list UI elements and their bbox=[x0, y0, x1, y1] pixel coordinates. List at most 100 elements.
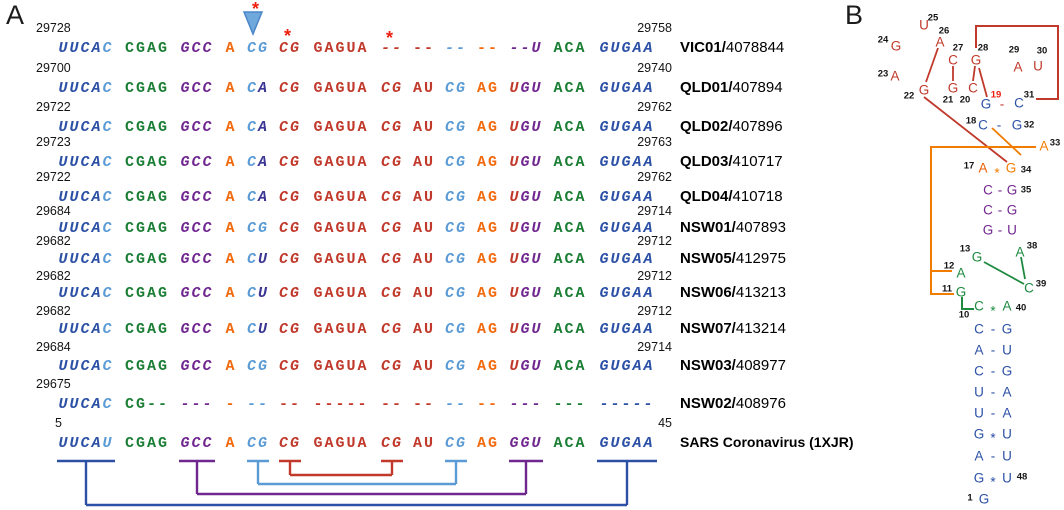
nucleotide-base: U bbox=[974, 406, 984, 421]
sequence-segment: GAGUA bbox=[313, 119, 369, 136]
nucleotide-base: G bbox=[1007, 183, 1018, 198]
sequence-segment: AU bbox=[412, 80, 435, 97]
sequence-segment: UUCAC bbox=[58, 285, 114, 302]
sequence-segment: A bbox=[225, 40, 237, 57]
sequence-segment: UUCAC bbox=[58, 80, 114, 97]
nucleotide-base: G bbox=[1007, 203, 1018, 218]
nucleotide-base: A bbox=[935, 35, 944, 50]
nucleotide-base: - bbox=[998, 223, 1003, 238]
sequence-segment: -- bbox=[412, 396, 435, 413]
nucleotide-base: A bbox=[1002, 385, 1011, 400]
nucleotide-base: G bbox=[1002, 322, 1013, 337]
sequence-segment: -- bbox=[380, 40, 403, 57]
sequence-segment: AG bbox=[476, 80, 499, 97]
row-end-coordinate: 29712 bbox=[637, 234, 672, 248]
sequence-segment: ACA bbox=[553, 358, 587, 375]
sequence-segment: CU bbox=[246, 321, 270, 338]
row-end-coordinate: 29762 bbox=[637, 170, 672, 184]
nucleotide-base: U bbox=[1002, 471, 1012, 486]
nucleotide-base: - bbox=[991, 385, 996, 400]
row-start-coordinate: 29700 bbox=[36, 61, 71, 75]
nucleotide-base: U bbox=[919, 18, 929, 33]
structure-interaction-line bbox=[978, 67, 988, 98]
sequence-segment: CU bbox=[246, 251, 270, 268]
sequence-segment: -- bbox=[444, 396, 467, 413]
sequence-segment: GCC bbox=[180, 119, 214, 136]
sequence-label: NSW01/407893 bbox=[680, 219, 786, 236]
structure-interaction-line bbox=[923, 96, 1008, 163]
sequence-segment: GUGAA bbox=[599, 189, 655, 206]
sequence-segment: CA bbox=[246, 154, 270, 171]
nucleotide-position-label: 12 bbox=[944, 261, 955, 272]
nucleotide-base: C bbox=[974, 364, 984, 379]
nucleotide-position-label: 18 bbox=[966, 116, 977, 127]
sequence-segment: A bbox=[225, 220, 237, 237]
sequence-segment: GUGAA bbox=[599, 40, 655, 57]
sequence-segment: GUGAA bbox=[599, 119, 655, 136]
sequence-segment: ACA bbox=[553, 321, 587, 338]
nucleotide-position-label: 1 bbox=[967, 493, 973, 504]
sequence-segment: ACA bbox=[553, 220, 587, 237]
sequence-segment: GAGUA bbox=[313, 189, 369, 206]
nucleotide-base: G bbox=[983, 223, 994, 238]
nucleotide-base: - bbox=[991, 364, 996, 379]
sequence-segment: CGAG bbox=[124, 358, 169, 375]
mutation-asterisk: * bbox=[386, 28, 394, 48]
nucleotide-position-label: 31 bbox=[1024, 90, 1035, 101]
sequence-segment: CG bbox=[278, 285, 301, 302]
sequence-segment: AU bbox=[412, 251, 435, 268]
row-end-coordinate: 29758 bbox=[637, 21, 672, 35]
sequence-segment: GUGAA bbox=[599, 251, 655, 268]
sequence-segment: GCC bbox=[180, 220, 214, 237]
sequence-segment: GAGUA bbox=[313, 321, 369, 338]
nucleotide-base: * bbox=[990, 304, 996, 319]
nucleotide-base: A bbox=[956, 266, 965, 281]
nucleotide-position-label: 17 bbox=[964, 161, 975, 172]
nucleotide-base: U bbox=[1002, 343, 1012, 358]
sequence-segment: GCC bbox=[180, 251, 214, 268]
sequence-segment: CG bbox=[380, 435, 403, 452]
nucleotide-base: C bbox=[974, 299, 984, 314]
nucleotide-base: - bbox=[991, 322, 996, 337]
sequence-segment: GCC bbox=[180, 189, 214, 206]
sequence-segment: CGAG bbox=[124, 189, 169, 206]
sequence-segment: CA bbox=[246, 119, 270, 136]
sequence-segment: CG bbox=[444, 154, 467, 171]
nucleotide-base: A bbox=[974, 449, 983, 464]
sequence-segment: CG-- bbox=[124, 396, 169, 413]
sequence-segment: AU bbox=[412, 358, 435, 375]
sequence-segment: GUGAA bbox=[599, 220, 655, 237]
sequence-segment: CG bbox=[380, 321, 403, 338]
sequence-segment: AG bbox=[476, 285, 499, 302]
nucleotide-base: C bbox=[974, 322, 984, 337]
sequence-segment: GAGUA bbox=[313, 358, 369, 375]
nucleotide-base: C bbox=[1014, 96, 1024, 111]
row-start-coordinate: 5 bbox=[55, 416, 62, 430]
sequence-segment: UUCAC bbox=[58, 358, 114, 375]
nucleotide-position-label: 40 bbox=[1016, 303, 1027, 314]
sequence-segment: --- bbox=[509, 396, 543, 413]
sequence-segment: AG bbox=[476, 435, 499, 452]
sequence-segment: GUGAA bbox=[599, 154, 655, 171]
sequence-segment: GCC bbox=[180, 40, 214, 57]
sequence-segment: --U bbox=[509, 40, 543, 57]
sequence-segment: CG bbox=[278, 154, 301, 171]
sequence-segment: ACA bbox=[553, 80, 587, 97]
nucleotide-position-label: 38 bbox=[1027, 241, 1038, 252]
sequence-segment: ACA bbox=[553, 189, 587, 206]
nucleotide-base: C bbox=[948, 53, 958, 68]
sequence-label: QLD04/410718 bbox=[680, 188, 783, 205]
row-start-coordinate: 29684 bbox=[36, 204, 71, 218]
sequence-segment: A bbox=[225, 189, 237, 206]
sequence-segment: UUCAC bbox=[58, 251, 114, 268]
sequence-label: QLD03/410717 bbox=[680, 153, 783, 170]
sequence-segment: --- bbox=[553, 396, 587, 413]
sequence-segment: CG bbox=[278, 189, 301, 206]
sequence-segment: CG bbox=[444, 435, 467, 452]
sequence-segment: ----- bbox=[313, 396, 369, 413]
sequence-segment: CG bbox=[444, 358, 467, 375]
sequence-label: QLD02/407896 bbox=[680, 118, 783, 135]
sequence-segment: GCC bbox=[180, 358, 214, 375]
nucleotide-base: G bbox=[972, 250, 983, 265]
